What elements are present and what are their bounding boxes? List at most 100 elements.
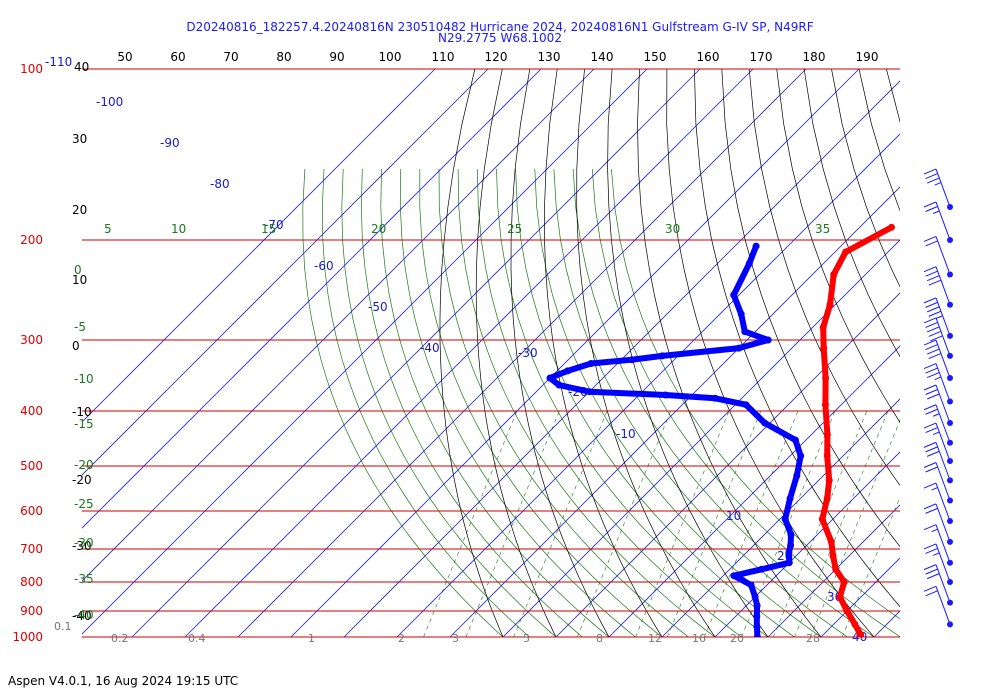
dry-adiabat xyxy=(544,69,663,637)
chart-title-line1: D20240816_182257.4.20240816N 230510482 H… xyxy=(186,20,813,34)
dewpoint-trace xyxy=(547,243,804,637)
dry-adiabat xyxy=(776,69,900,423)
dewpoint-trace-point xyxy=(785,559,793,567)
wind-barb-flag xyxy=(928,353,941,359)
dewpoint-trace-point xyxy=(781,515,789,523)
temperature-trace-point xyxy=(843,607,851,615)
wind-barb-dot xyxy=(947,236,953,243)
top-axis-tick: 70 xyxy=(223,50,238,64)
isotherm-line xyxy=(661,398,900,637)
wind-barb-flag xyxy=(923,585,937,592)
wind-barb-flag xyxy=(925,173,938,180)
dewpoint-trace-point xyxy=(585,388,593,396)
temperature-trace-point xyxy=(821,401,829,409)
isotherm-label: -30 xyxy=(518,346,538,360)
mixing-ratio-line xyxy=(423,410,518,637)
mixing-ratio-label: 28 xyxy=(806,632,820,645)
left-temperature-label: -30 xyxy=(72,539,92,553)
dewpoint-trace-point xyxy=(741,328,749,336)
top-axis-tick: 90 xyxy=(329,50,344,64)
wind-barb-flag xyxy=(925,466,938,473)
wind-barb-flag xyxy=(926,393,940,400)
pressure-tick-label: 400 xyxy=(20,404,43,418)
wind-barb xyxy=(923,543,953,585)
wind-barb-flag xyxy=(923,422,937,429)
wind-barb-dot xyxy=(947,332,953,339)
wind-barb-flag xyxy=(925,206,938,212)
mixing-ratio-line xyxy=(773,410,868,637)
wind-barb-flag xyxy=(925,590,938,597)
pressure-tick-label: 800 xyxy=(20,575,43,589)
dry-adiabat xyxy=(607,69,769,637)
top-axis-tick: 190 xyxy=(856,50,879,64)
temperature-trace-point xyxy=(829,552,837,560)
isotherm-line xyxy=(82,69,595,582)
moist-adiabat xyxy=(341,168,557,637)
isotherm-line xyxy=(343,80,900,637)
wind-barb-flag xyxy=(923,384,937,391)
dewpoint-trace-point xyxy=(787,542,795,549)
left-temperature-label: -10 xyxy=(72,405,92,419)
temperature-trace-point xyxy=(827,538,835,546)
theta-e-label: -15 xyxy=(74,417,94,431)
dewpoint-trace-point xyxy=(752,242,760,250)
dewpoint-trace-point xyxy=(787,531,795,538)
wind-barb-dot xyxy=(947,398,953,405)
top-axis-first: 40 xyxy=(74,60,89,74)
mixing-ratio-line xyxy=(704,410,799,637)
wind-barb-dot xyxy=(947,559,953,566)
dewpoint-trace-point xyxy=(735,344,743,352)
wind-barb-staff xyxy=(935,339,951,379)
wind-barb-staff xyxy=(935,297,951,337)
moist-adiabat xyxy=(496,168,769,637)
wind-barb-flag xyxy=(925,301,938,308)
dewpoint-trace-point xyxy=(764,336,772,344)
isotherm-label: -40 xyxy=(420,341,440,355)
moist-adiabat xyxy=(380,168,610,637)
wind-barb-half xyxy=(934,182,941,186)
dewpoint-trace-point xyxy=(711,394,719,402)
dewpoint-trace-point xyxy=(751,593,759,601)
mixing-ratio-line xyxy=(794,410,889,637)
dry-adiabat xyxy=(576,69,716,637)
moist-adiabat xyxy=(399,168,636,637)
mixing-ratio-line xyxy=(841,496,900,637)
wind-barb-dot xyxy=(947,458,953,465)
mixing-ratio-label: 12 xyxy=(648,632,662,645)
isotherm-line xyxy=(290,69,860,637)
pressure-tick-label: 300 xyxy=(20,333,43,347)
isotherm-line xyxy=(82,69,648,635)
theta-e-label: -40 xyxy=(74,608,94,622)
dewpoint-trace-point xyxy=(747,581,755,589)
wind-barb-flag xyxy=(928,330,941,337)
wind-barb-staff xyxy=(935,384,951,424)
temperature-trace-point xyxy=(842,248,850,256)
wind-barb-flag xyxy=(925,507,938,514)
top-axis-tick: 150 xyxy=(644,50,667,64)
wind-barb-half xyxy=(931,487,938,491)
isotherm-line xyxy=(927,69,1000,637)
pressure-tick-label: 100 xyxy=(20,62,43,76)
wind-barb xyxy=(923,404,953,446)
mixing-ratio-label: 8 xyxy=(596,632,603,645)
moist-adiabat xyxy=(515,168,795,637)
left-temperature-label: -20 xyxy=(72,473,92,487)
wind-barb-staff xyxy=(935,404,951,443)
wind-barb-flag xyxy=(926,348,940,355)
dewpoint-trace-point xyxy=(753,633,761,637)
wind-barb xyxy=(923,384,953,427)
wind-barb-staff xyxy=(935,524,951,563)
wind-barb-flag xyxy=(925,547,938,554)
temperature-trace-point xyxy=(826,301,834,309)
mixing-ratio-line xyxy=(576,410,672,637)
moist-adiabat xyxy=(438,168,689,637)
wind-barb-half xyxy=(932,210,940,214)
wind-barb-flag xyxy=(923,168,937,175)
wind-barb-half xyxy=(934,376,941,381)
temperature-trace-point xyxy=(836,593,844,601)
wind-barb-staff xyxy=(935,503,951,543)
theta-label: 25 xyxy=(507,222,522,236)
wind-barb-flag xyxy=(926,177,940,184)
wind-barb-flag xyxy=(923,266,937,273)
